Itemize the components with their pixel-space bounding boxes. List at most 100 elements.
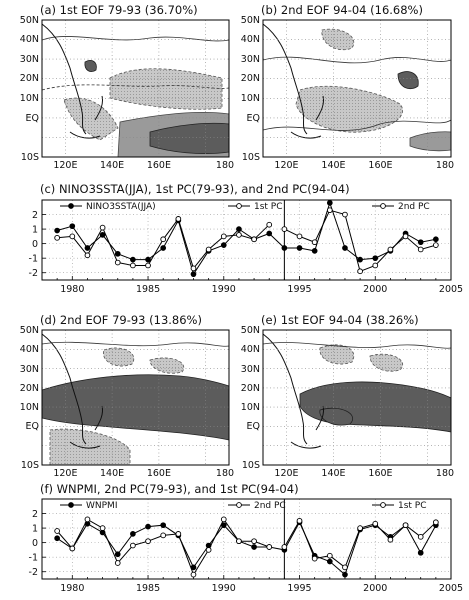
lat-label: 10N <box>241 402 260 413</box>
data-point <box>326 200 333 206</box>
lat-label: 20N <box>20 383 39 394</box>
data-point <box>130 542 136 549</box>
lon-label: 140E <box>321 160 345 171</box>
lon-label: 180 <box>216 468 234 479</box>
data-point <box>372 262 379 269</box>
map-d-border <box>41 329 230 466</box>
x-tick-label: 1980 <box>60 284 84 295</box>
data-point <box>130 262 136 269</box>
data-point <box>387 536 394 543</box>
data-point <box>190 271 197 278</box>
legend-label: 2nd PC <box>398 202 430 212</box>
x-tick-label: 1995 <box>287 284 311 295</box>
x-tick-label: 2005 <box>439 284 463 295</box>
data-point <box>326 552 333 559</box>
map-a-title: (a) 1st EOF 79-93 (36.70%) <box>40 3 198 17</box>
y-tick-label: -2 <box>29 268 38 279</box>
lat-label: 20N <box>241 73 260 84</box>
data-point <box>296 245 303 251</box>
lon-label: 160E <box>147 468 171 479</box>
lat-label: 40N <box>20 34 39 45</box>
y-tick-label: 1 <box>32 524 38 535</box>
lat-label: 30N <box>241 364 260 375</box>
lon-label: 120E <box>53 160 77 171</box>
data-point <box>69 223 76 230</box>
negative-region <box>321 28 355 51</box>
contour-line <box>42 84 229 91</box>
timeseries-panel-f: (f) WNPMI, 2nd PC(79-93), and 1st PC(94-… <box>29 482 464 594</box>
data-point <box>433 519 439 526</box>
data-point <box>372 520 379 527</box>
map-a-field <box>42 23 229 157</box>
data-point <box>266 221 273 228</box>
negative-region <box>319 344 355 365</box>
data-point <box>130 531 136 537</box>
data-point <box>311 555 318 562</box>
data-point <box>357 525 363 531</box>
data-point <box>54 234 60 241</box>
data-point <box>54 535 60 542</box>
map-d-lat-labels: 50N 40N 30N 20N 10N EQ 10S <box>20 325 39 471</box>
lon-label: 160E <box>147 160 171 171</box>
legend-label: NINO3SSTA(JJA) <box>86 202 156 212</box>
lon-label: 120E <box>53 468 77 479</box>
y-tick-label: -2 <box>29 567 38 578</box>
data-point <box>99 224 106 231</box>
coastline <box>42 23 83 113</box>
data-point <box>160 532 167 539</box>
lat-label: 20N <box>241 383 260 394</box>
data-point <box>266 230 273 237</box>
x-tick-label: 1985 <box>136 284 160 295</box>
map-b-lon-labels: 120E 140E 160E 180 <box>274 160 454 171</box>
data-point <box>357 256 363 263</box>
data-point <box>372 255 379 262</box>
negative-region <box>49 428 131 465</box>
map-b-field <box>263 23 451 152</box>
lat-label: 30N <box>20 54 39 65</box>
negative-region <box>369 353 403 372</box>
data-point <box>69 545 76 552</box>
data-point <box>296 517 303 524</box>
data-point <box>205 547 212 553</box>
map-b-border <box>262 19 452 158</box>
lon-label: 180 <box>216 160 234 171</box>
data-point <box>311 248 318 254</box>
data-point <box>311 239 318 246</box>
data-point <box>190 571 197 578</box>
lon-label: 120E <box>274 468 298 479</box>
data-point <box>220 516 227 523</box>
data-point <box>266 544 273 550</box>
lat-label: EQ <box>26 113 39 124</box>
legend-marker <box>236 203 242 209</box>
map-b-lat-labels: 50N 40N 30N 20N 10N EQ 10S <box>241 15 260 163</box>
x-tick-label: 1985 <box>136 583 160 594</box>
lon-label: 120E <box>274 160 298 171</box>
coastline <box>42 333 83 423</box>
data-point <box>433 236 439 243</box>
lat-label: 10N <box>241 93 260 104</box>
lat-label: EQ <box>26 421 39 432</box>
data-point <box>114 551 121 558</box>
data-point <box>84 516 91 523</box>
panel-c-title: (c) NINO3SSTA(JJA), 1st PC(79-93), and 2… <box>40 182 350 196</box>
contour-line <box>42 341 229 347</box>
data-point <box>236 232 242 238</box>
data-point <box>69 233 76 240</box>
lat-label: 50N <box>20 325 39 336</box>
data-point <box>342 245 348 251</box>
data-point <box>145 523 151 530</box>
map-a-lon-labels: 120E 140E 160E 180 <box>53 160 234 171</box>
data-point <box>281 544 288 550</box>
lat-label: 40N <box>241 34 260 45</box>
data-point <box>54 528 60 534</box>
lat-label: 30N <box>20 364 39 375</box>
x-tick-label: 1995 <box>287 583 311 594</box>
data-point <box>175 216 182 222</box>
lon-label: 140E <box>100 468 124 479</box>
lon-label: 160E <box>368 160 392 171</box>
panel-f-plot: WNPMI 2nd PC 1st PC -2 -1 0 1 2 1980 1985 1990 1995… <box>29 498 463 594</box>
data-point <box>342 211 348 218</box>
data-point <box>84 245 91 251</box>
lat-label: 10N <box>20 402 39 413</box>
